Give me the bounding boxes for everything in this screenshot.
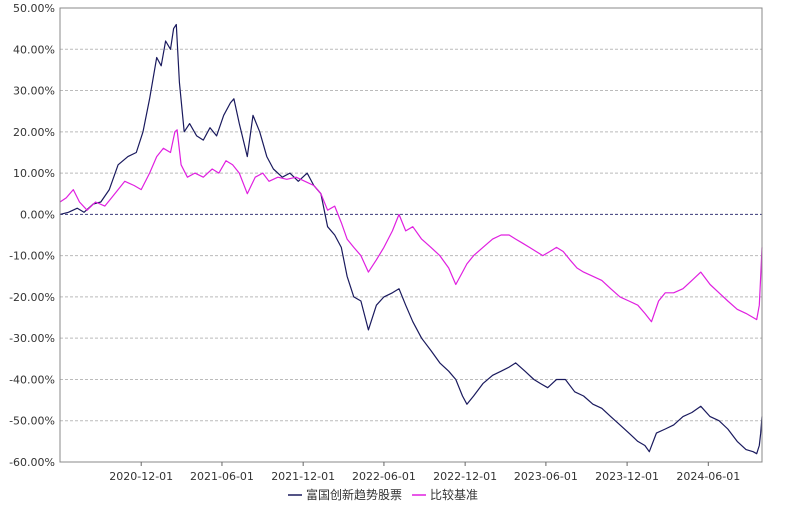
y-tick-label: -20.00%	[9, 291, 55, 304]
x-tick-label: 2023-12-01	[595, 470, 659, 483]
grid-lines	[60, 7, 762, 463]
x-tick-label: 2023-06-01	[514, 470, 578, 483]
series-lines	[59, 23, 763, 455]
x-tick-label: 2021-12-01	[271, 470, 335, 483]
y-tick-label: -50.00%	[9, 415, 55, 428]
y-tick-label: -60.00%	[9, 456, 55, 469]
y-tick-label: 10.00%	[13, 167, 55, 180]
series-line-0	[59, 23, 763, 455]
legend: 富国创新趋势股票 比较基准	[288, 487, 478, 502]
y-tick-label: -40.00%	[9, 373, 55, 386]
legend-label-0: 富国创新趋势股票	[306, 487, 402, 502]
x-axis-ticks: 2020-12-01 2021-06-01 2021-12-01 2022-06-01…	[109, 462, 740, 483]
y-tick-label: 0.00%	[20, 208, 55, 221]
y-tick-label: -10.00%	[9, 250, 55, 263]
plot-frame	[59, 7, 763, 463]
x-tick-label: 2024-06-01	[676, 470, 740, 483]
y-tick-label: -30.00%	[9, 332, 55, 345]
x-tick-label: 2021-06-01	[190, 470, 254, 483]
x-tick-label: 2022-06-01	[352, 470, 416, 483]
legend-label-1: 比较基准	[430, 487, 478, 502]
plot-border	[59, 7, 763, 463]
y-tick-label: 50.00%	[13, 2, 55, 15]
x-tick-label: 2020-12-01	[109, 470, 173, 483]
x-tick-label: 2022-12-01	[433, 470, 497, 483]
y-tick-label: 40.00%	[13, 43, 55, 56]
y-axis-ticks: 50.00% 40.00% 30.00% 20.00% 10.00% 0.00% -10.0…	[9, 2, 55, 469]
series-line-1	[59, 129, 763, 323]
y-tick-label: 20.00%	[13, 126, 55, 139]
y-tick-label: 30.00%	[13, 85, 55, 98]
